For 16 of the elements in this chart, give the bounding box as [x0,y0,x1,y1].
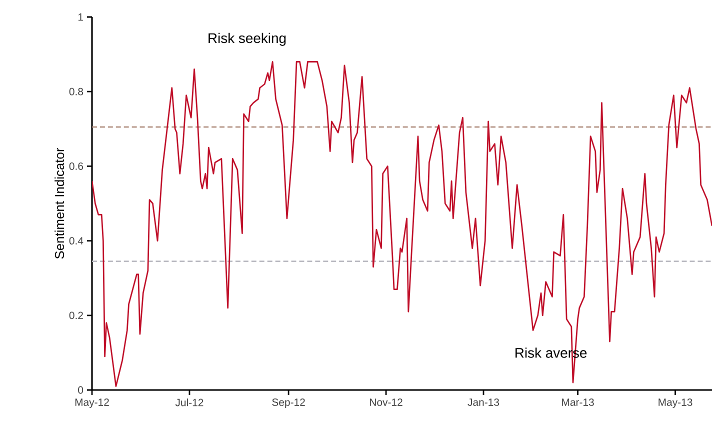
x-tick-label: May-12 [75,398,109,408]
x-tick-label: Mar-13 [562,398,594,406]
y-tick-label: 0.6 [69,162,84,170]
x-tick-label: Sep-12 [272,398,305,408]
y-tick-label: 0.4 [69,237,84,245]
x-tick-label: May-13 [658,398,692,408]
x-tick-label: Nov-12 [370,398,402,406]
y-tick-label: 0.2 [69,312,83,320]
line-series [92,61,712,387]
annotation: Risk seeking [208,32,286,46]
x-tick-label: Jul-12 [175,398,204,406]
y-tick-label: 1 [78,13,83,21]
y-tick-label: 0.8 [69,88,84,96]
x-tick-label: Jan-13 [468,398,500,406]
y-axis-title: Sentiment Indicator [54,148,64,259]
y-tick-label: 0 [78,386,84,394]
